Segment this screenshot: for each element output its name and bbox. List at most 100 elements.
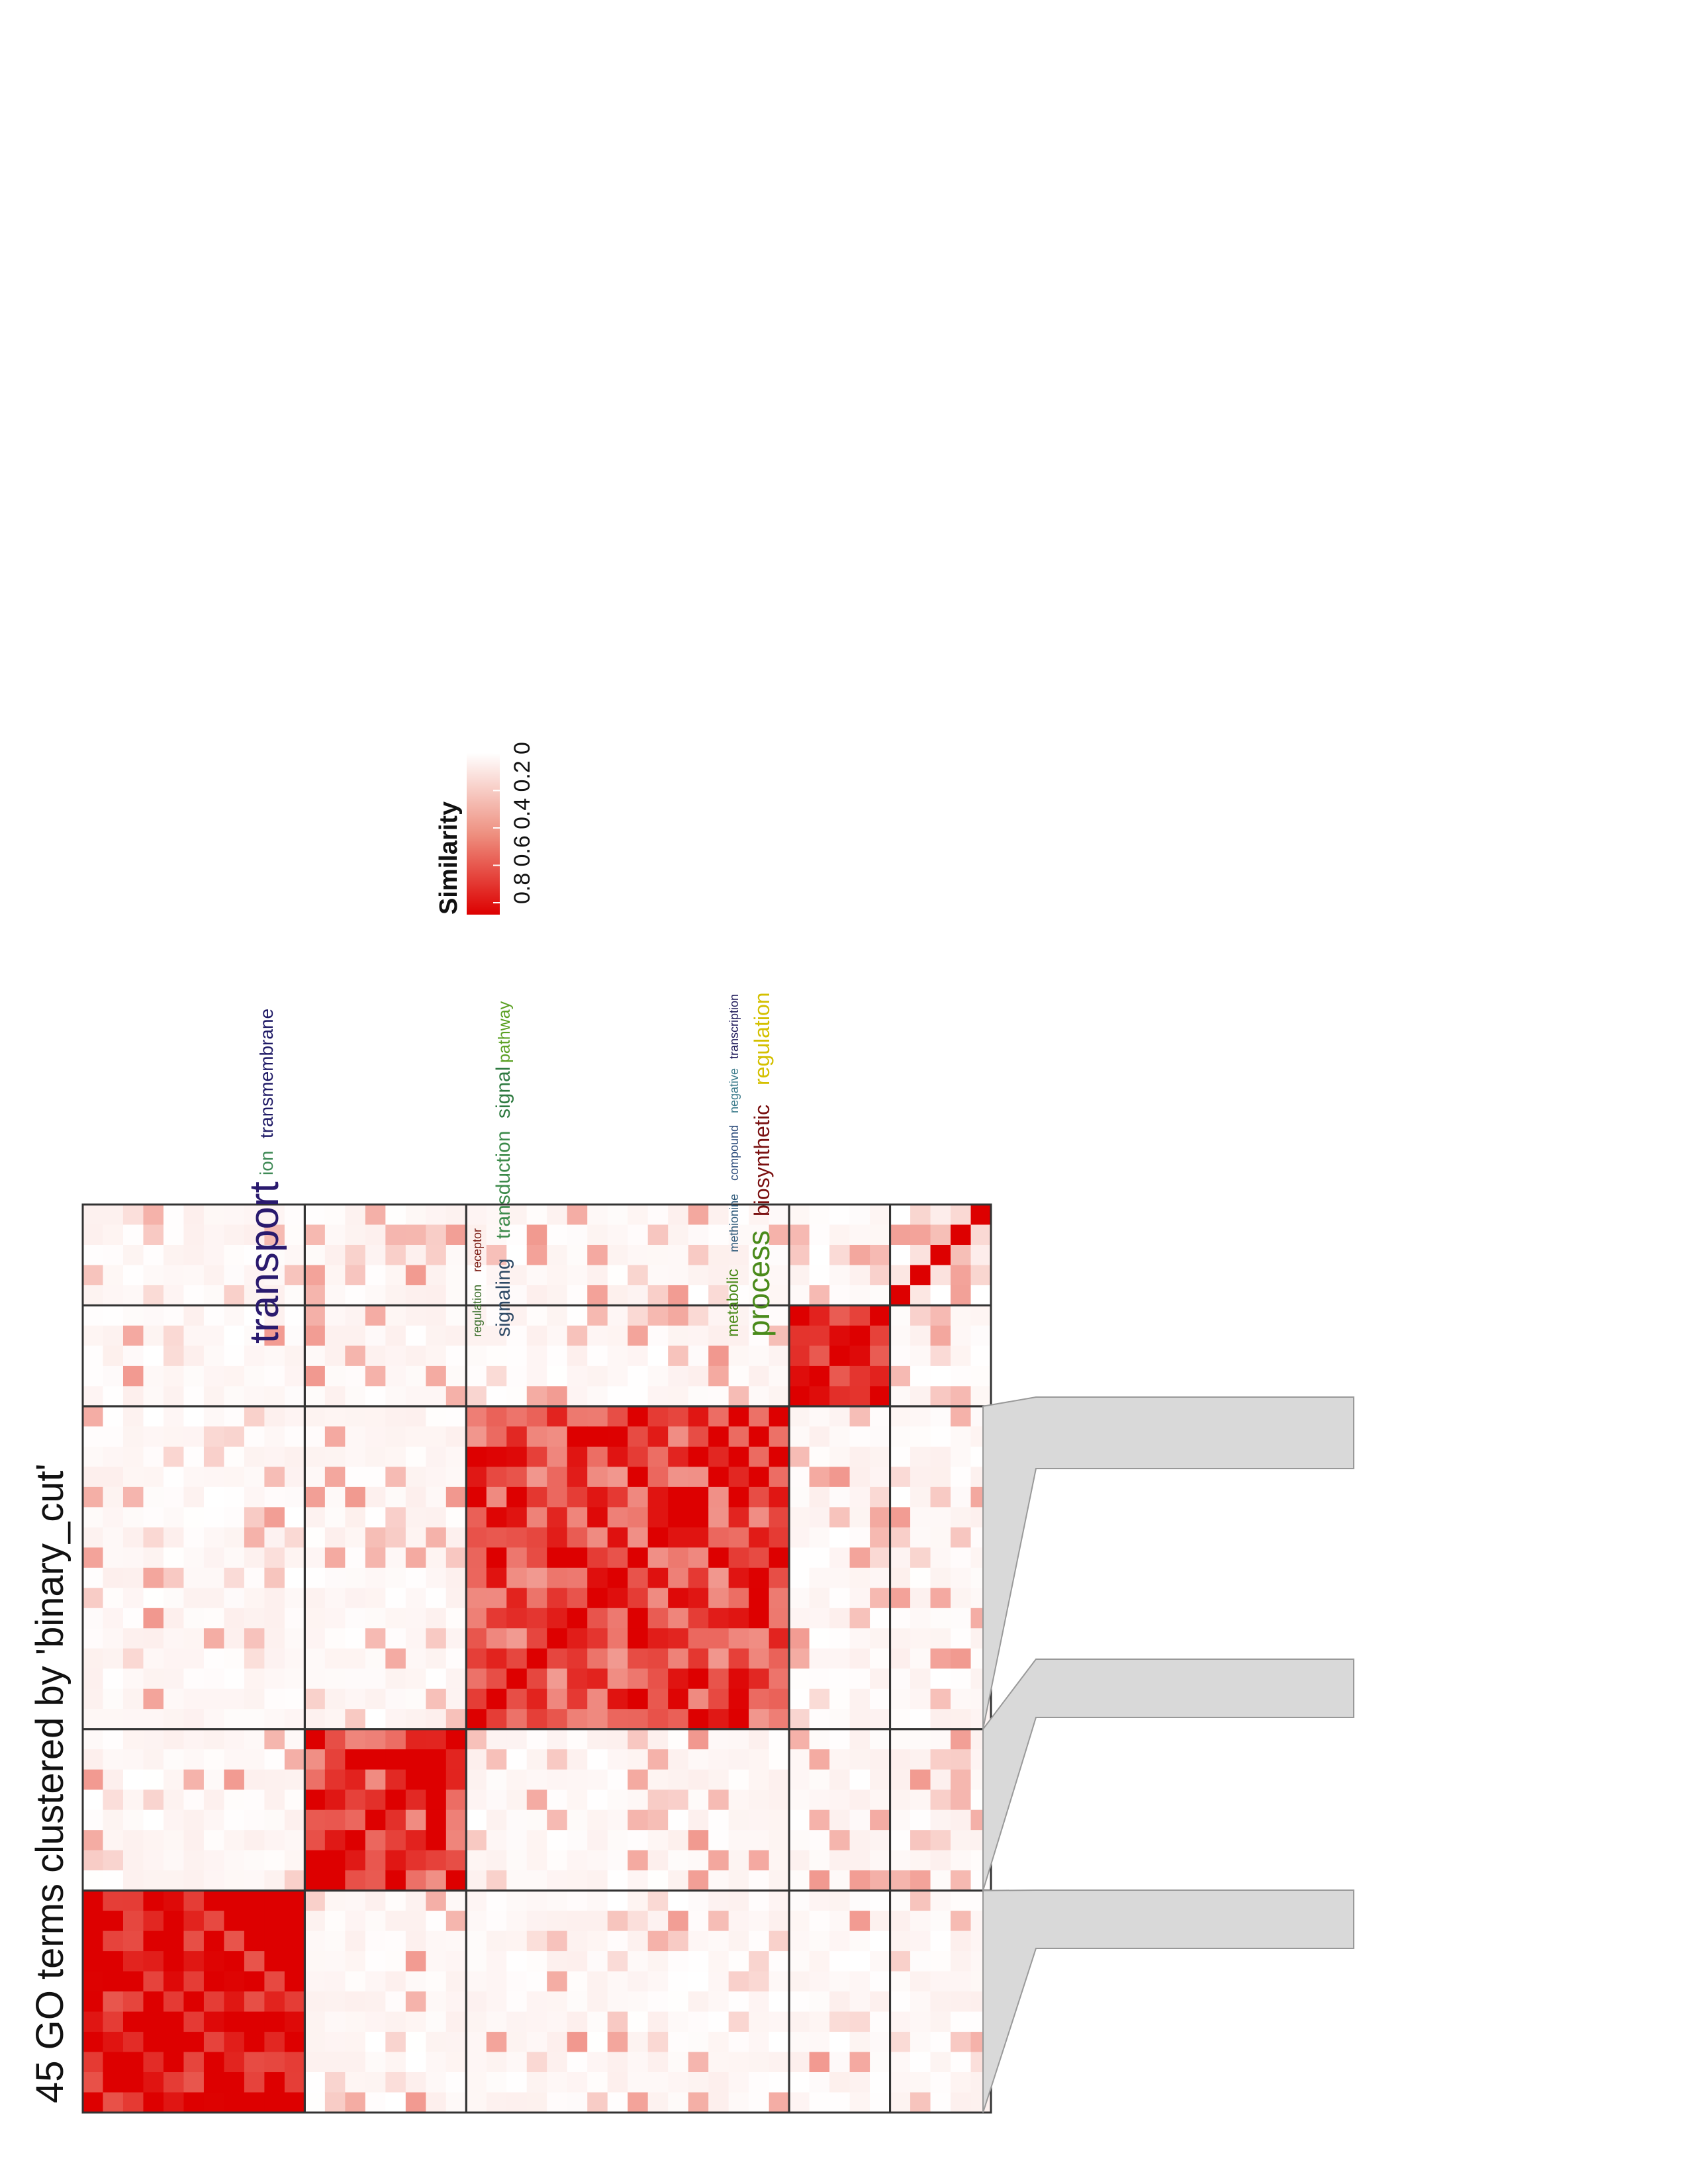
heatmap-cell bbox=[567, 1769, 588, 1790]
heatmap-cell bbox=[445, 1829, 467, 1850]
heatmap-cell bbox=[809, 1466, 830, 1487]
heatmap-cell bbox=[324, 1708, 346, 1729]
legend-tick-label: 0.6 bbox=[510, 835, 535, 866]
heatmap-cell bbox=[103, 1648, 124, 1669]
heatmap-cell bbox=[324, 1688, 346, 1709]
heatmap-cell bbox=[163, 2051, 185, 2073]
heatmap-cell bbox=[83, 1446, 104, 1467]
heatmap-cell bbox=[829, 1749, 851, 1770]
heatmap-cell bbox=[365, 1708, 386, 1729]
heatmap-cell bbox=[506, 1486, 528, 1508]
heatmap-cell bbox=[688, 1608, 709, 1629]
heatmap-cell bbox=[647, 1970, 669, 1992]
heatmap-cell bbox=[284, 1668, 305, 1689]
heatmap-cell bbox=[587, 1486, 608, 1508]
heatmap-cell bbox=[728, 1950, 749, 1972]
heatmap-cell bbox=[668, 1506, 689, 1527]
heatmap-cell bbox=[526, 2051, 547, 2073]
heatmap-cell bbox=[244, 1729, 265, 1750]
heatmap-cell bbox=[385, 1506, 406, 1527]
heatmap-cell bbox=[486, 1244, 507, 1265]
heatmap-cell bbox=[405, 1729, 426, 1750]
heatmap-cell bbox=[466, 1708, 487, 1729]
heatmap-cell bbox=[486, 1789, 507, 1810]
heatmap-cell bbox=[103, 1587, 124, 1608]
heatmap-cell bbox=[83, 1486, 104, 1508]
heatmap-cell bbox=[244, 1345, 265, 1366]
word-cloud-word: negative bbox=[727, 1068, 741, 1113]
heatmap-cell bbox=[203, 1829, 225, 1850]
heatmap-cell bbox=[829, 1890, 851, 1911]
heatmap-cell bbox=[264, 1325, 285, 1346]
heatmap-cell bbox=[143, 1527, 164, 1548]
heatmap-cell bbox=[688, 1627, 709, 1649]
heatmap-cell bbox=[122, 1648, 144, 1669]
heatmap-cell bbox=[890, 2051, 911, 2073]
heatmap-cell bbox=[284, 1729, 305, 1750]
heatmap-cell bbox=[749, 1567, 770, 1588]
heatmap-cell bbox=[365, 1567, 386, 1588]
heatmap-cell bbox=[506, 2011, 528, 2032]
heatmap-cell bbox=[910, 1648, 931, 1669]
heatmap-cell bbox=[122, 1385, 144, 1406]
heatmap-cell bbox=[829, 1325, 851, 1346]
heatmap-cell bbox=[910, 1587, 931, 1608]
heatmap-cell bbox=[163, 2031, 185, 2052]
heatmap-cell bbox=[951, 1729, 972, 1750]
heatmap-cell bbox=[628, 1345, 649, 1366]
heatmap-cell bbox=[385, 1749, 406, 1770]
heatmap-cell bbox=[628, 1446, 649, 1467]
heatmap-cell bbox=[647, 1648, 669, 1669]
heatmap-cell bbox=[122, 1244, 144, 1265]
heatmap-cell bbox=[951, 1446, 972, 1467]
heatmap-cell bbox=[324, 1547, 346, 1568]
heatmap-cell bbox=[466, 1870, 487, 1891]
heatmap-cell bbox=[466, 1930, 487, 1952]
heatmap-cell bbox=[708, 2091, 729, 2113]
heatmap-cell bbox=[83, 2091, 104, 2113]
heatmap-cell bbox=[83, 1668, 104, 1689]
heatmap-cell bbox=[224, 1668, 245, 1689]
heatmap-cell bbox=[668, 1950, 689, 1972]
heatmap-cell bbox=[809, 1587, 830, 1608]
heatmap-cell bbox=[183, 1870, 205, 1891]
heatmap-cell bbox=[526, 1688, 547, 1709]
heatmap-cell bbox=[445, 1910, 467, 1931]
heatmap-cell bbox=[708, 1345, 729, 1366]
heatmap-cell bbox=[284, 2011, 305, 2032]
heatmap-cell bbox=[749, 1304, 770, 1326]
heatmap-cell bbox=[305, 1345, 326, 1366]
heatmap-cell bbox=[607, 1426, 628, 1447]
heatmap-cell bbox=[769, 1970, 790, 1992]
heatmap-cell bbox=[163, 1688, 185, 1709]
heatmap-cell bbox=[445, 1627, 467, 1649]
heatmap-cell bbox=[305, 2091, 326, 2113]
heatmap-cell bbox=[122, 1930, 144, 1952]
heatmap-cell bbox=[769, 2011, 790, 2032]
heatmap-cell bbox=[789, 1527, 810, 1548]
heatmap-cell bbox=[385, 1930, 406, 1952]
heatmap-cell bbox=[405, 1285, 426, 1306]
heatmap-cell bbox=[567, 1749, 588, 1770]
heatmap-cell bbox=[749, 1345, 770, 1366]
heatmap-cell bbox=[163, 1789, 185, 1810]
heatmap-cell bbox=[647, 1426, 669, 1447]
heatmap-cell bbox=[466, 2071, 487, 2093]
heatmap-cell bbox=[305, 1285, 326, 1306]
heatmap-cell bbox=[849, 1365, 870, 1387]
heatmap-cell bbox=[224, 1244, 245, 1265]
heatmap-cell bbox=[910, 1466, 931, 1487]
heatmap-cell bbox=[890, 1325, 911, 1346]
heatmap-cell bbox=[587, 1385, 608, 1406]
heatmap-cell bbox=[405, 1970, 426, 1992]
heatmap-cell bbox=[486, 2071, 507, 2093]
heatmap-cell bbox=[789, 1829, 810, 1850]
heatmap-cell bbox=[305, 1385, 326, 1406]
heatmap-cell bbox=[526, 2071, 547, 2093]
heatmap-cell bbox=[83, 1910, 104, 1931]
heatmap-cell bbox=[466, 1809, 487, 1831]
heatmap-cell bbox=[506, 1466, 528, 1487]
heatmap-cell bbox=[466, 1648, 487, 1669]
heatmap-cell bbox=[426, 1304, 447, 1326]
heatmap-cell bbox=[951, 1406, 972, 1427]
